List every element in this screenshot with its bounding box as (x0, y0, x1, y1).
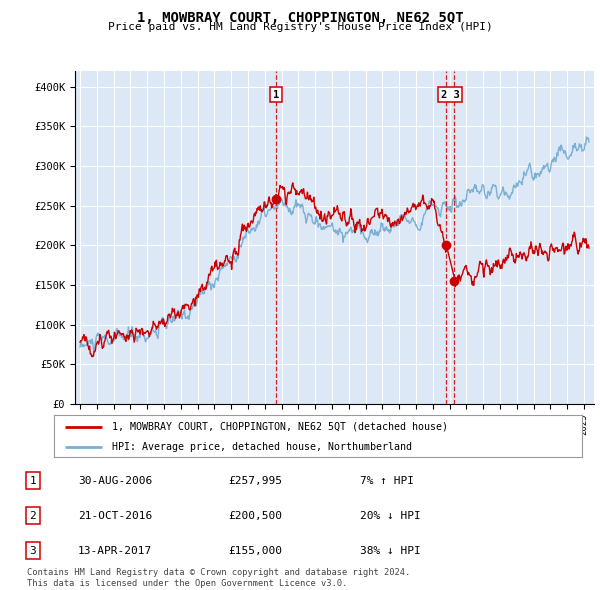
Text: 20% ↓ HPI: 20% ↓ HPI (360, 511, 421, 520)
Text: Contains HM Land Registry data © Crown copyright and database right 2024.
This d: Contains HM Land Registry data © Crown c… (27, 568, 410, 588)
Text: HPI: Average price, detached house, Northumberland: HPI: Average price, detached house, Nort… (112, 442, 412, 451)
Text: 1: 1 (273, 90, 279, 100)
Text: 1, MOWBRAY COURT, CHOPPINGTON, NE62 5QT: 1, MOWBRAY COURT, CHOPPINGTON, NE62 5QT (137, 11, 463, 25)
Text: 1: 1 (29, 476, 37, 486)
Text: 38% ↓ HPI: 38% ↓ HPI (360, 546, 421, 556)
Text: 13-APR-2017: 13-APR-2017 (78, 546, 152, 556)
Text: Price paid vs. HM Land Registry's House Price Index (HPI): Price paid vs. HM Land Registry's House … (107, 22, 493, 32)
Text: 7% ↑ HPI: 7% ↑ HPI (360, 476, 414, 486)
Text: £257,995: £257,995 (228, 476, 282, 486)
Text: 21-OCT-2016: 21-OCT-2016 (78, 511, 152, 520)
Text: £155,000: £155,000 (228, 546, 282, 556)
Text: £200,500: £200,500 (228, 511, 282, 520)
Text: 2 3: 2 3 (441, 90, 460, 100)
Text: 2: 2 (29, 511, 37, 520)
Text: 1, MOWBRAY COURT, CHOPPINGTON, NE62 5QT (detached house): 1, MOWBRAY COURT, CHOPPINGTON, NE62 5QT … (112, 422, 448, 432)
Text: 30-AUG-2006: 30-AUG-2006 (78, 476, 152, 486)
Text: 3: 3 (29, 546, 37, 556)
